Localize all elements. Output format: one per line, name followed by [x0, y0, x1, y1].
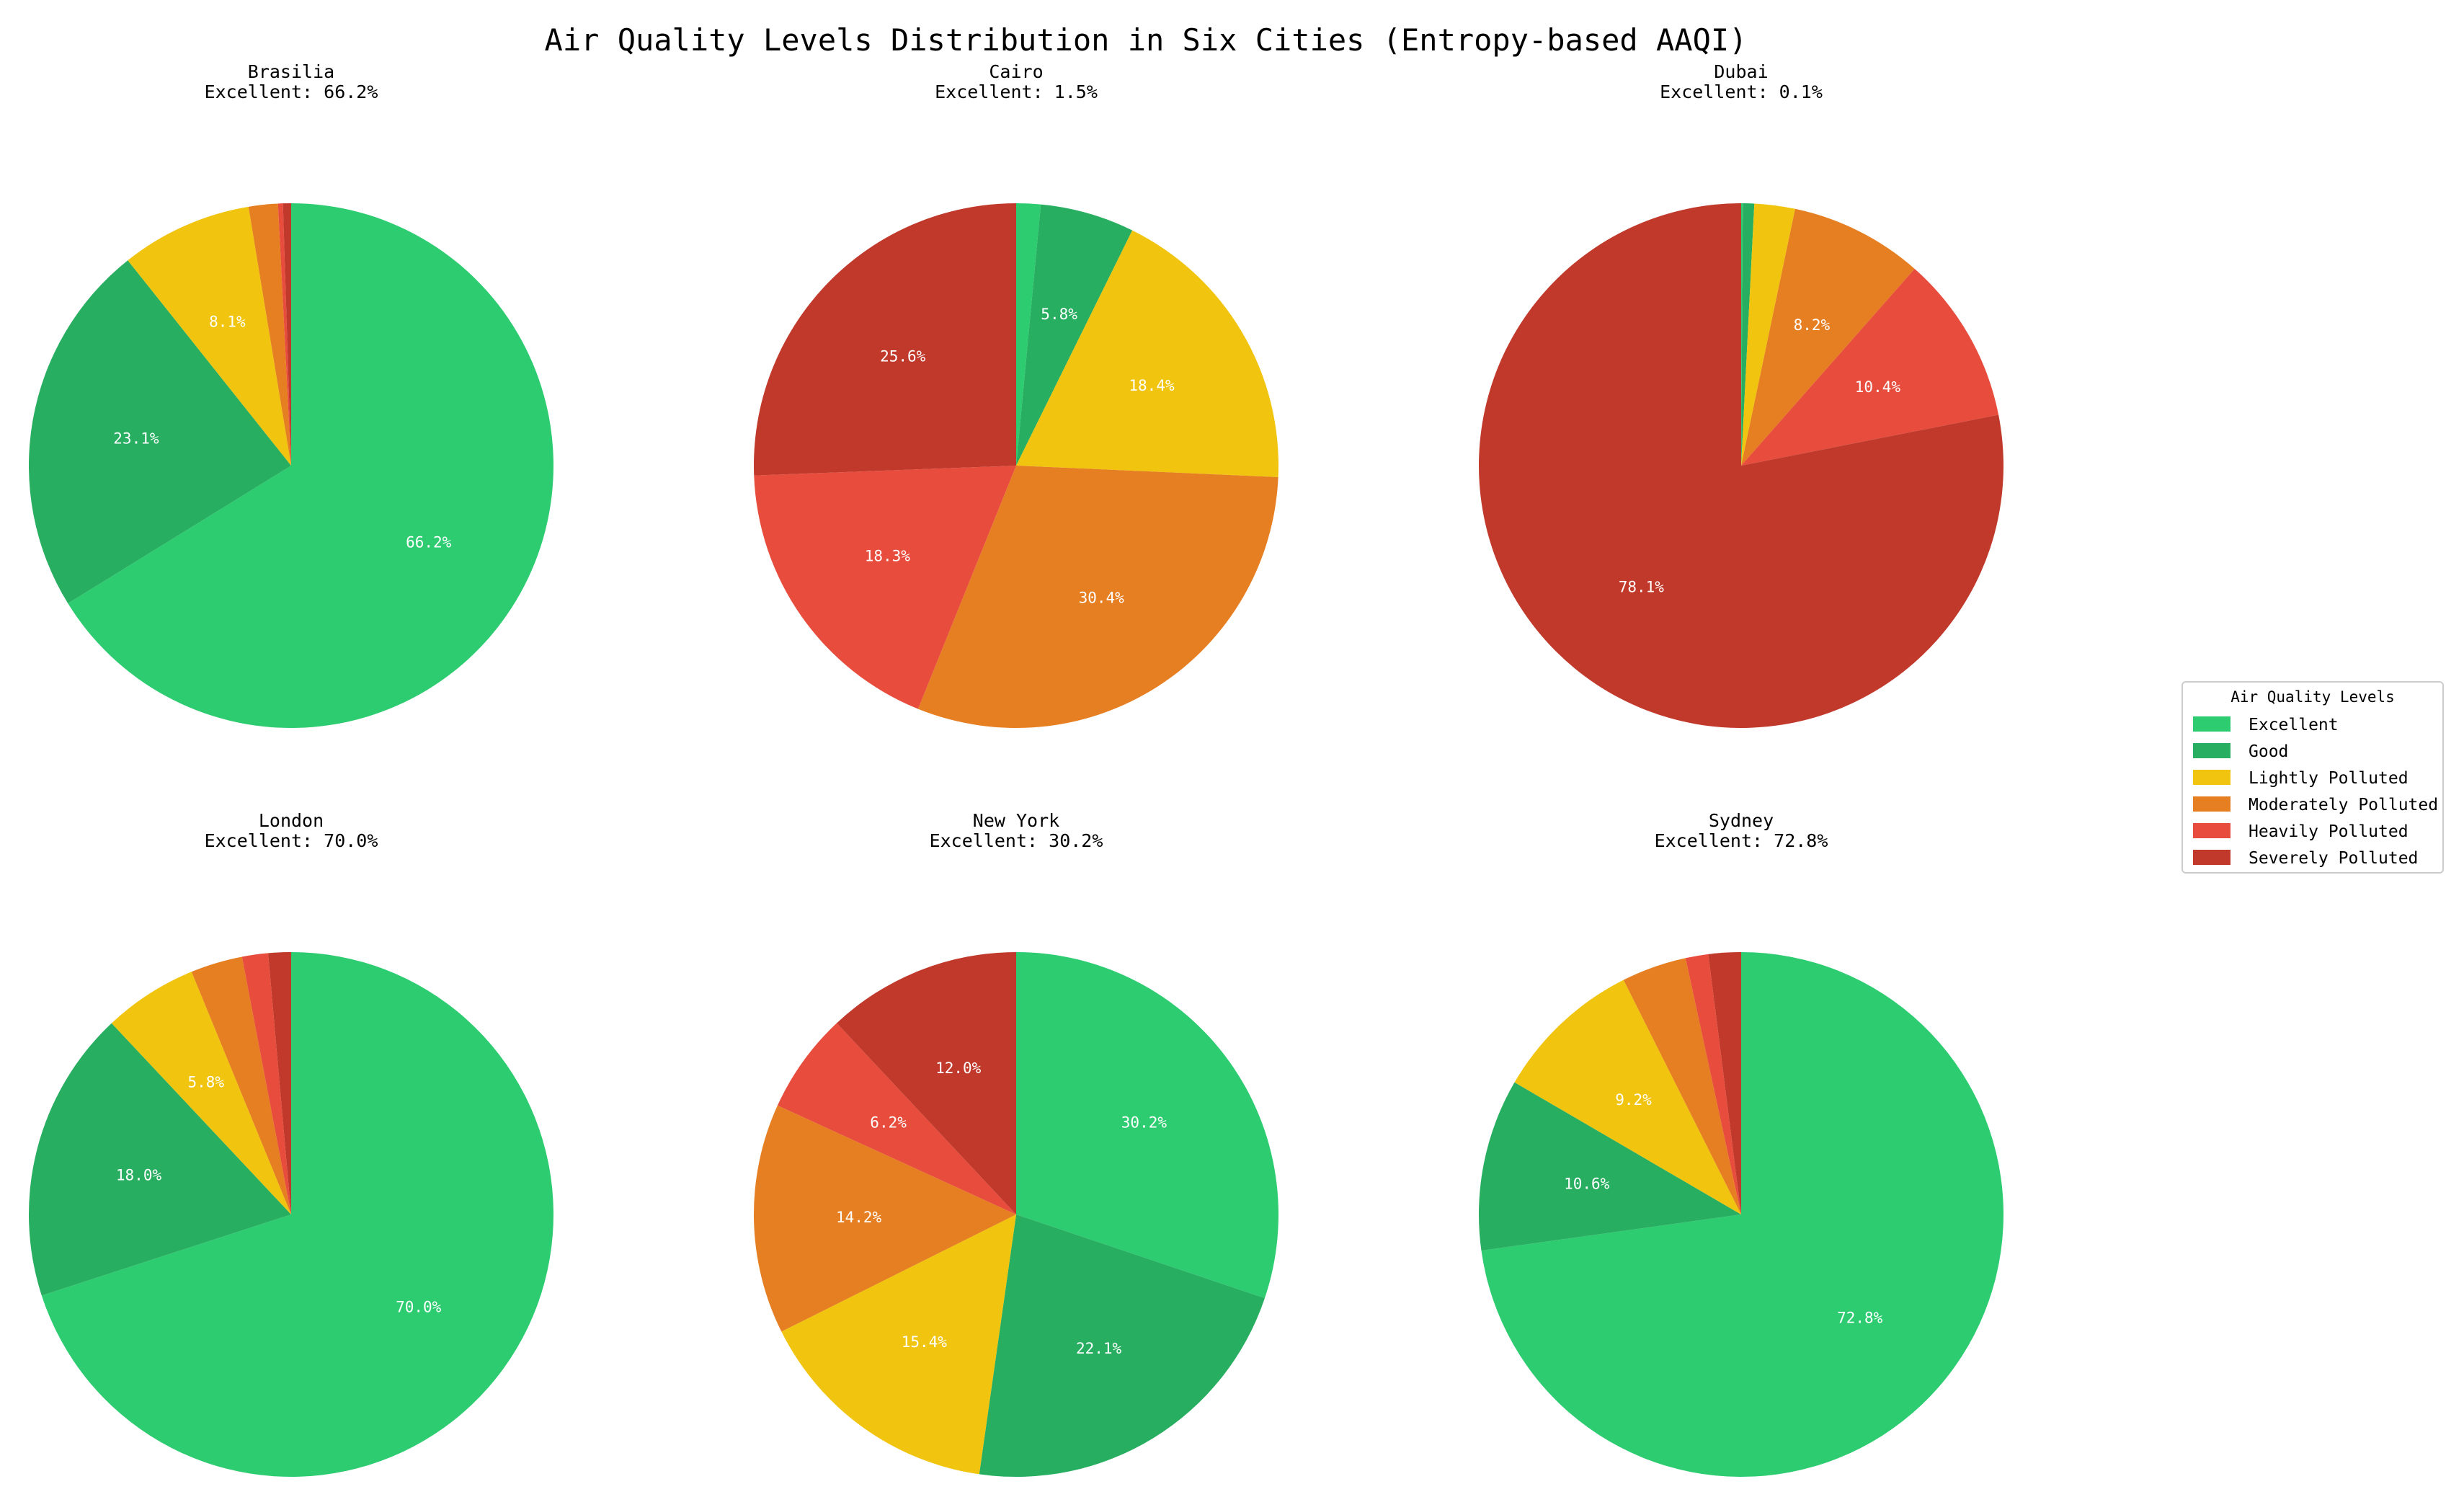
- pie-slice-cairo-moderately-polluted: [917, 466, 1278, 729]
- legend-label-severely-polluted: Severely Polluted: [2249, 849, 2418, 868]
- pie-slice-dubai-excellent: [1741, 203, 1743, 466]
- pie-slice-dubai-moderately-polluted: [1741, 208, 1915, 466]
- pie-slice-sydney-lightly-polluted: [1514, 980, 1741, 1214]
- pie-slice-cairo-good: [1016, 204, 1133, 466]
- legend-label-good: Good: [2249, 742, 2288, 761]
- pie-slice-new-york-moderately-polluted: [753, 1105, 1016, 1332]
- slice-label-brasilia-good: 23.1%: [113, 430, 159, 448]
- pie-slice-london-moderately-polluted: [191, 956, 291, 1214]
- pie-title-dubai: Dubai: [1714, 61, 1768, 82]
- slice-label-dubai-severely-polluted: 78.1%: [1619, 579, 1665, 596]
- slice-label-london-lightly-polluted: 5.8%: [188, 1073, 225, 1090]
- pie-slice-brasilia-good: [29, 260, 291, 604]
- slice-label-dubai-moderately-polluted: 8.2%: [1794, 316, 1831, 334]
- legend-items: Excellent Good Lightly Polluted Moderately …: [2193, 716, 2438, 868]
- pie-slice-cairo-heavily-polluted: [754, 466, 1016, 709]
- legend: Air Quality Levels Excellent Good Lightly …: [2181, 681, 2444, 874]
- pie-slice-brasilia-severely-polluted: [283, 203, 291, 466]
- pie-slice-brasilia-lightly-polluted: [128, 206, 291, 466]
- slice-label-brasilia-excellent: 66.2%: [406, 533, 452, 551]
- chart-title: Air Quality Levels Distribution in Six C…: [545, 22, 1748, 58]
- slice-label-new-york-good: 22.1%: [1076, 1340, 1122, 1357]
- pie-title-cairo: Cairo: [989, 61, 1043, 82]
- pie-slice-new-york-severely-polluted: [837, 952, 1016, 1214]
- pie-title-brasilia: Brasilia: [248, 61, 334, 82]
- pie-subtitle-new-york: Excellent: 30.2%: [930, 830, 1103, 851]
- pie-slice-new-york-heavily-polluted: [777, 1023, 1016, 1214]
- slice-label-new-york-severely-polluted: 12.0%: [935, 1060, 982, 1077]
- legend-title: Air Quality Levels: [2231, 688, 2395, 706]
- pie-slice-dubai-severely-polluted: [1479, 203, 2004, 728]
- legend-label-excellent: Excellent: [2249, 716, 2339, 734]
- pie-slice-sydney-heavily-polluted: [1685, 954, 1741, 1214]
- slice-label-brasilia-lightly-polluted: 8.1%: [209, 313, 246, 330]
- slice-label-cairo-heavily-polluted: 18.3%: [865, 548, 911, 565]
- slice-label-sydney-excellent: 72.8%: [1837, 1309, 1883, 1326]
- pie-slice-new-york-lightly-polluted: [781, 1214, 1016, 1475]
- pie-slice-brasilia-moderately-polluted: [248, 203, 291, 466]
- legend-swatch-moderately-polluted: [2193, 796, 2231, 812]
- slice-label-cairo-moderately-polluted: 30.4%: [1079, 590, 1125, 607]
- pie-slice-dubai-lightly-polluted: [1741, 203, 1795, 466]
- pie-subtitle-brasilia: Excellent: 66.2%: [205, 81, 378, 102]
- pie-slice-dubai-heavily-polluted: [1741, 268, 1999, 466]
- slice-label-cairo-severely-polluted: 25.6%: [880, 348, 926, 365]
- pie-title-sydney: Sydney: [1709, 810, 1774, 831]
- pie-slice-london-severely-polluted: [268, 952, 291, 1214]
- pie-slice-london-good: [29, 1023, 292, 1296]
- pie-slice-cairo-excellent: [1016, 203, 1041, 466]
- pie-slice-brasilia-heavily-polluted: [277, 203, 291, 466]
- pie-subtitle-london: Excellent: 70.0%: [205, 830, 378, 851]
- slice-label-new-york-excellent: 30.2%: [1121, 1114, 1167, 1132]
- pie-slice-sydney-severely-polluted: [1708, 952, 1741, 1214]
- legend-swatch-good: [2193, 743, 2231, 758]
- pie-slice-cairo-severely-polluted: [754, 203, 1016, 476]
- slice-label-london-excellent: 70.0%: [396, 1298, 442, 1315]
- legend-swatch-lightly-polluted: [2193, 770, 2231, 785]
- pie-subtitle-sydney: Excellent: 72.8%: [1655, 830, 1828, 851]
- pie-title-new-york: New York: [973, 810, 1059, 831]
- legend-label-lightly-polluted: Lightly Polluted: [2249, 769, 2409, 788]
- legend-swatch-heavily-polluted: [2193, 823, 2231, 838]
- legend-swatch-severely-polluted: [2193, 850, 2231, 865]
- slice-label-cairo-good: 5.8%: [1041, 306, 1077, 323]
- pie-subtitle-dubai: Excellent: 0.1%: [1660, 81, 1823, 102]
- slice-label-new-york-moderately-polluted: 14.2%: [836, 1209, 882, 1226]
- pie-slice-new-york-good: [979, 1214, 1265, 1478]
- slice-label-new-york-lightly-polluted: 15.4%: [902, 1333, 948, 1351]
- pie-subtitle-cairo: Excellent: 1.5%: [935, 81, 1098, 102]
- slice-label-london-good: 18.0%: [116, 1167, 162, 1184]
- slice-label-sydney-good: 10.6%: [1564, 1176, 1610, 1193]
- pie-slice-sydney-moderately-polluted: [1623, 958, 1741, 1214]
- slice-label-sydney-lightly-polluted: 9.2%: [1615, 1091, 1652, 1109]
- pie-slice-brasilia-excellent: [68, 203, 554, 729]
- pie-slice-london-lightly-polluted: [111, 972, 291, 1214]
- pie-slice-sydney-excellent: [1481, 952, 2003, 1478]
- pie-slice-london-heavily-polluted: [241, 953, 291, 1214]
- pie-slice-cairo-lightly-polluted: [1016, 230, 1279, 477]
- slice-label-dubai-heavily-polluted: 10.4%: [1855, 378, 1901, 396]
- pie-slice-new-york-excellent: [1016, 952, 1278, 1299]
- pie-slice-london-excellent: [41, 952, 554, 1478]
- pie-title-london: London: [259, 810, 324, 831]
- legend-frame: [2181, 681, 2444, 874]
- slice-label-cairo-lightly-polluted: 18.4%: [1129, 377, 1175, 394]
- legend-label-moderately-polluted: Moderately Polluted: [2249, 796, 2438, 814]
- pie-slice-dubai-good: [1741, 203, 1755, 466]
- legend-swatch-excellent: [2193, 716, 2231, 732]
- pie-slice-sydney-good: [1478, 1082, 1741, 1251]
- legend-label-heavily-polluted: Heavily Polluted: [2249, 822, 2409, 841]
- slice-label-new-york-heavily-polluted: 6.2%: [870, 1114, 907, 1132]
